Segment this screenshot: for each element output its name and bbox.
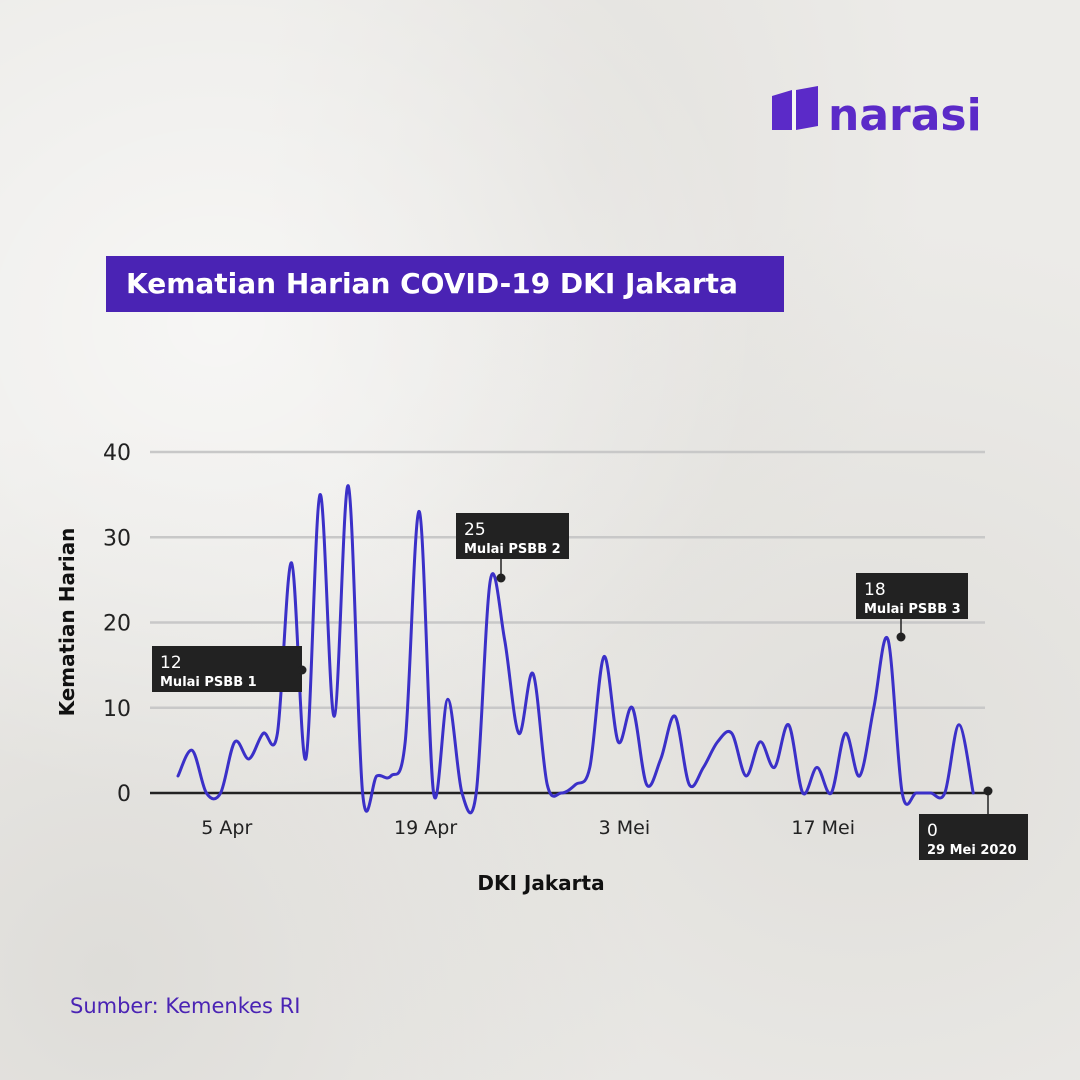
x-tick-labels: 5 Apr 19 Apr 3 Mei 17 Mei	[201, 817, 855, 839]
annotations: 12 Mulai PSBB 1 25 Mulai PSBB 2 18 Mulai PSBB…	[152, 513, 1028, 860]
y-tick-label: 20	[103, 612, 131, 637]
y-axis-label: Kematian Harian	[55, 528, 79, 717]
annotation-box	[919, 814, 1028, 860]
series-line-kematian-harian	[176, 484, 975, 815]
annotation-label: Mulai PSBB 1	[160, 675, 257, 690]
annotation-1: 12 Mulai PSBB 1	[152, 646, 307, 692]
annotation-2: 25 Mulai PSBB 2	[456, 513, 569, 583]
annotation-value: 25	[464, 520, 486, 540]
annotation-box	[856, 573, 968, 619]
brand-name: narasi	[828, 90, 982, 141]
narasi-logo-icon	[772, 86, 818, 130]
annotation-dot	[896, 632, 906, 642]
annotation-3: 18 Mulai PSBB 3	[856, 573, 968, 642]
chart-title: Kematian Harian COVID-19 DKI Jakarta	[106, 256, 784, 312]
annotation-box	[456, 513, 569, 559]
y-tick-label: 40	[103, 441, 131, 466]
annotation-dot	[983, 786, 993, 796]
x-tick-label: 5 Apr	[201, 817, 252, 839]
x-tick-label: 19 Apr	[394, 817, 457, 839]
annotation-value: 12	[160, 653, 182, 673]
y-tick-label: 10	[103, 697, 131, 722]
annotation-dot	[297, 665, 307, 675]
x-tick-label: 17 Mei	[791, 817, 855, 839]
y-tick-label: 0	[117, 782, 131, 807]
annotation-label: Mulai PSBB 2	[464, 542, 561, 557]
annotation-box	[152, 646, 302, 692]
y-tick-label: 30	[103, 526, 131, 551]
annotation-label: 29 Mei 2020	[927, 843, 1017, 858]
x-tick-label: 3 Mei	[599, 817, 651, 839]
source-note: Sumber: Kemenkes RI	[70, 994, 301, 1018]
annotation-label: Mulai PSBB 3	[864, 602, 961, 617]
annotation-dot	[496, 573, 506, 583]
y-tick-labels: 0 10 20 30 40	[103, 441, 131, 807]
annotation-value: 0	[927, 821, 938, 841]
narasi-logo: narasi	[770, 86, 982, 148]
annotation-value: 18	[864, 580, 886, 600]
x-axis-label: DKI Jakarta	[477, 871, 604, 895]
annotation-4: 0 29 Mei 2020	[919, 786, 1028, 860]
